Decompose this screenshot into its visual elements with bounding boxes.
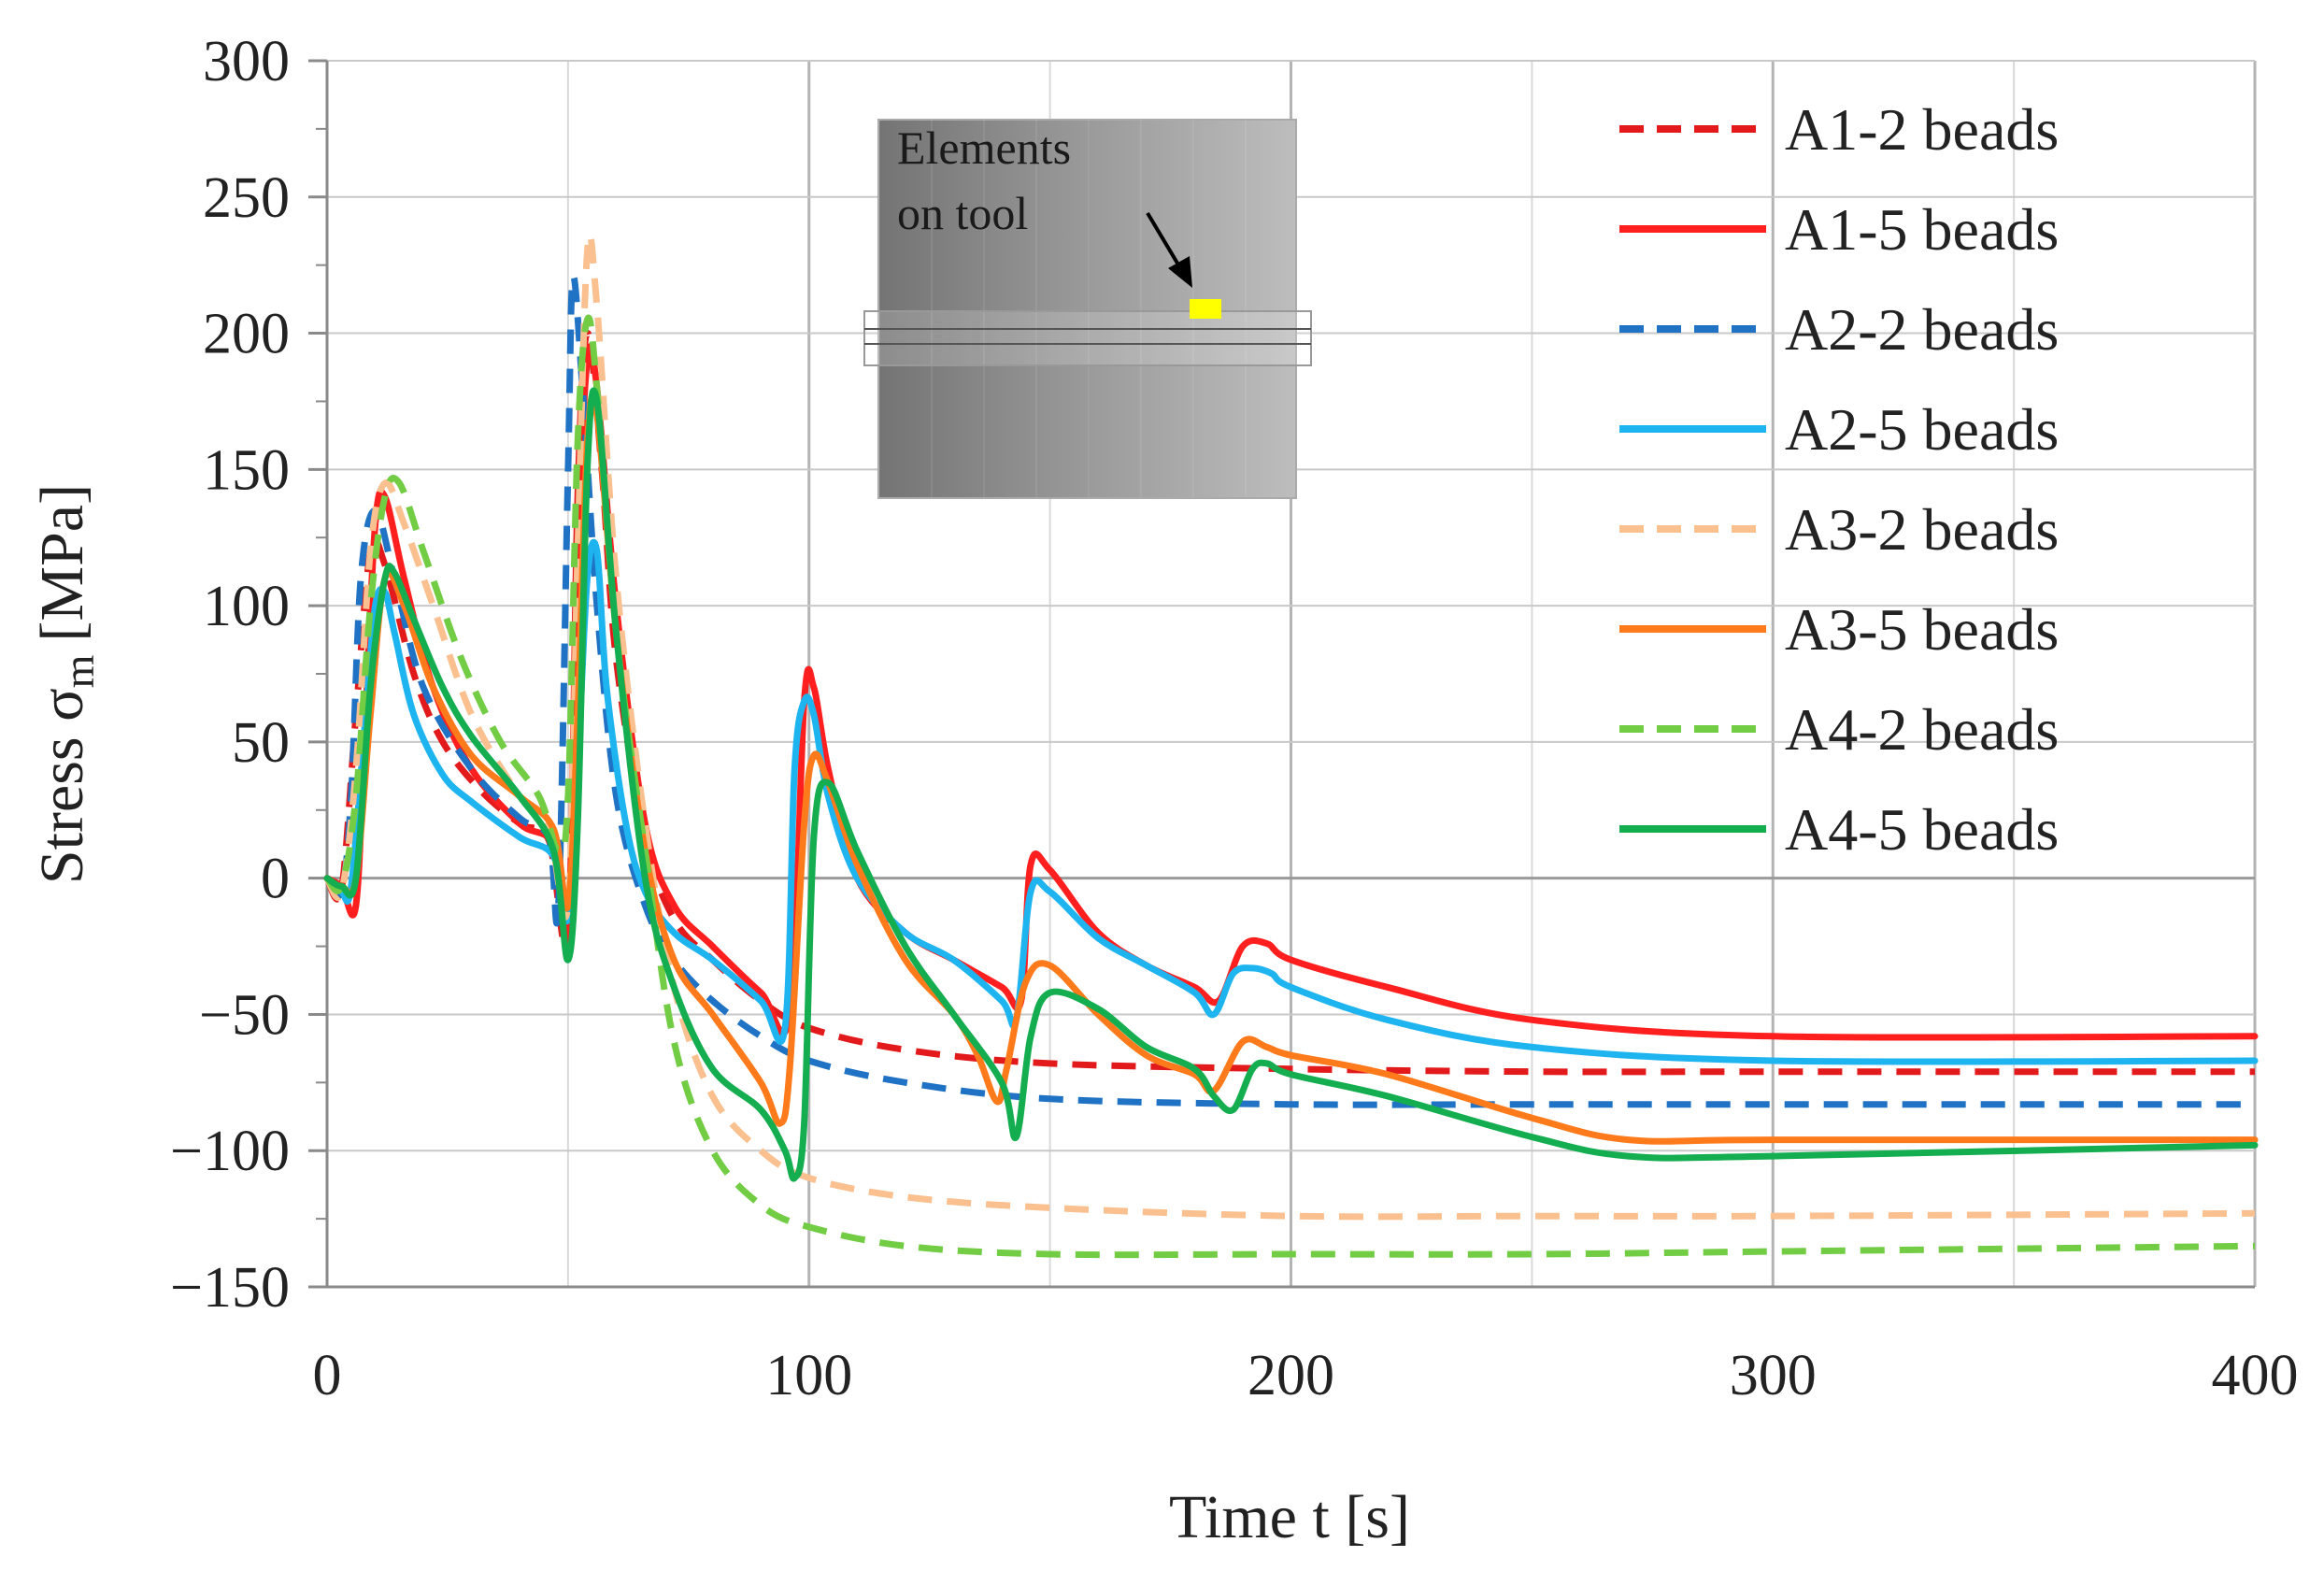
legend-label-a1-5-beads: A1-5 beads [1785,196,2059,263]
tool-band [983,120,985,498]
series-line-a4-2-beads [324,314,2256,1259]
y-tick-label: −150 [170,1256,290,1320]
y-tick-label: 150 [203,438,290,502]
inset-arrowhead-icon [1168,256,1192,288]
y-tick-label: 50 [232,711,290,775]
y-tick-label: −100 [170,1120,290,1183]
y-axis-title-subscript: m [55,654,103,688]
legend: A1-2 beads A1-5 beads A2-2 beads A2-5 beads… [1619,96,2059,863]
legend-label-a3-5-beads: A3-5 beads [1785,596,2059,663]
x-tick-label: 400 [2212,1344,2299,1407]
tool-body [877,119,1297,499]
inset-label-line1: Elements [897,121,1071,174]
x-tick-label: 100 [765,1344,852,1407]
x-tick-label: 0 [313,1344,342,1407]
tool-band [1140,120,1142,498]
inset-label-line2: on tool [897,187,1028,239]
tool-bead-strip [863,310,1312,366]
y-axis-title-unit: [MPa] [28,484,96,642]
tool-band [1088,120,1090,498]
series-line-a2-5-beads [323,538,2259,1065]
tool-band [878,120,880,498]
axes [308,59,2255,1289]
x-tick-label: 200 [1248,1344,1334,1407]
y-tick-label: 200 [203,303,290,366]
tool-band [1245,120,1247,498]
y-tick-label: 300 [203,30,290,93]
legend-label-a3-2-beads: A3-2 beads [1785,496,2059,563]
legend-label-a4-5-beads: A4-5 beads [1785,796,2059,863]
inset-arrow-icon [1146,211,1184,273]
x-tick-label: 300 [1730,1344,1817,1407]
y-axis-title-main: Stress σ [28,688,96,884]
series-line-a3-2-beads [323,231,2256,1221]
legend-label-a2-2-beads: A2-2 beads [1785,296,2059,363]
tool-band [931,120,933,498]
legend-label-a4-2-beads: A4-2 beads [1785,696,2059,763]
y-tick-labels: 300 250 200 150 100 50 0 −50 −100 −150 [170,30,290,1320]
legend-label-a2-5-beads: A2-5 beads [1785,396,2059,463]
y-tick-label: 100 [203,575,290,638]
y-tick-label: 250 [203,166,290,230]
y-axis-title: Stress σm [MPa] [28,484,103,884]
inset-tool-image: Elements on tool [863,119,1312,499]
y-tick-label: 0 [261,848,290,911]
element-marker [1190,299,1221,319]
tool-band [1035,120,1037,498]
x-tick-labels: 0 100 200 300 400 [313,1344,2299,1407]
x-axis-title: Time t [s] [1169,1483,1410,1551]
series-lines [323,231,2259,1259]
series-line-a4-5-beads [323,387,2259,1182]
series-line-a3-5-beads [323,393,2259,1145]
legend-label-a1-2-beads: A1-2 beads [1785,96,2059,163]
y-tick-label: −50 [199,983,290,1047]
